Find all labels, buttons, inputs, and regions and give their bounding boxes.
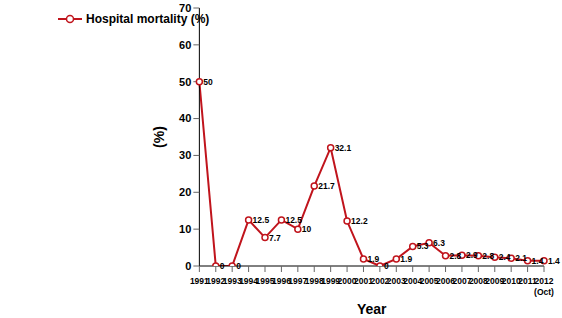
svg-text:(%): (%) [151, 126, 167, 148]
svg-text:2002: 2002 [370, 276, 390, 286]
svg-text:1.4: 1.4 [532, 256, 544, 266]
svg-text:1996: 1996 [272, 276, 291, 286]
svg-text:0: 0 [384, 261, 389, 271]
svg-text:1.4: 1.4 [548, 256, 554, 266]
svg-text:1994: 1994 [239, 276, 259, 286]
svg-text:2005: 2005 [419, 276, 439, 286]
svg-text:2006: 2006 [436, 276, 455, 286]
svg-text:40: 40 [179, 112, 191, 124]
svg-text:2.1: 2.1 [515, 253, 527, 263]
svg-text:2007: 2007 [452, 276, 472, 286]
svg-text:2004: 2004 [403, 276, 423, 286]
svg-text:50: 50 [179, 76, 191, 88]
svg-text:12.5: 12.5 [285, 215, 302, 225]
svg-text:5.3: 5.3 [417, 241, 429, 251]
svg-text:1.9: 1.9 [400, 254, 412, 264]
svg-text:2.4: 2.4 [499, 252, 511, 262]
svg-text:70: 70 [179, 2, 191, 14]
svg-text:30: 30 [179, 149, 191, 161]
svg-text:6.3: 6.3 [433, 238, 445, 248]
svg-text:1997: 1997 [288, 276, 308, 286]
svg-text:50: 50 [203, 77, 213, 87]
svg-text:1.9: 1.9 [367, 254, 379, 264]
svg-text:2001: 2001 [354, 276, 373, 286]
svg-text:2011: 2011 [518, 276, 537, 286]
svg-text:20: 20 [179, 186, 191, 198]
svg-text:0: 0 [236, 261, 241, 271]
svg-text:12.2: 12.2 [351, 216, 368, 226]
svg-text:2009: 2009 [485, 276, 505, 286]
svg-text:1992: 1992 [206, 276, 226, 286]
svg-text:1999: 1999 [321, 276, 341, 286]
svg-text:2008: 2008 [468, 276, 488, 286]
svg-text:7.7: 7.7 [269, 233, 281, 243]
svg-text:2.9: 2.9 [466, 250, 478, 260]
svg-text:0: 0 [185, 260, 191, 272]
svg-text:1998: 1998 [304, 276, 324, 286]
svg-text:10: 10 [179, 223, 191, 235]
svg-text:2010: 2010 [501, 276, 521, 286]
svg-text:Year: Year [357, 301, 387, 317]
svg-text:2.8: 2.8 [450, 251, 462, 261]
svg-text:1991: 1991 [189, 276, 209, 286]
svg-text:2000: 2000 [337, 276, 357, 286]
svg-text:12.5: 12.5 [253, 215, 270, 225]
svg-text:2012(Oct): 2012(Oct) [534, 276, 554, 297]
svg-text:21.7: 21.7 [318, 181, 335, 191]
svg-text:32.1: 32.1 [335, 143, 352, 153]
svg-text:60: 60 [179, 39, 191, 51]
svg-text:1995: 1995 [255, 276, 275, 286]
svg-text:1993: 1993 [222, 276, 242, 286]
html-text:Hospital mortality (%): Hospital mortality (%) [86, 12, 210, 26]
svg-text:2003: 2003 [386, 276, 406, 286]
svg-text:2.8: 2.8 [482, 251, 494, 261]
svg-text:10: 10 [302, 224, 312, 234]
svg-text:0: 0 [220, 261, 225, 271]
